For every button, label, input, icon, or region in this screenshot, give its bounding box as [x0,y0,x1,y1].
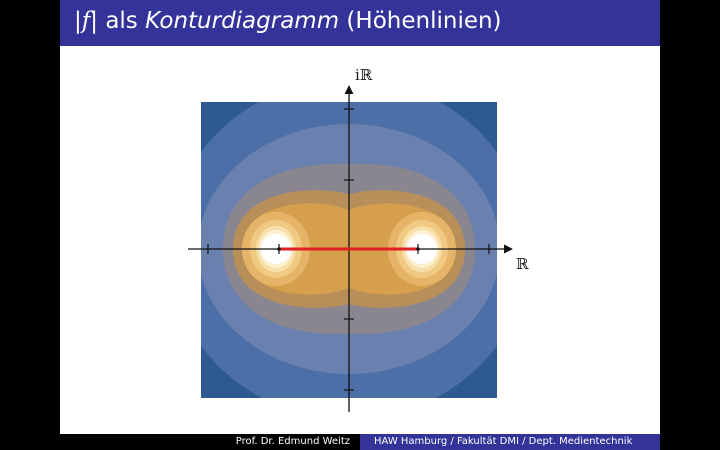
title-function: f [81,8,91,34]
title-middle: | als [90,8,146,34]
slide-title: |f| als Konturdiagramm (Höhenlinien) [74,8,502,34]
real-axis-label: ℝ [516,255,529,273]
footer-affiliation: HAW Hamburg / Fakultät DMI / Dept. Medie… [360,434,660,450]
focus-point-right [416,247,420,251]
footer-author: Prof. Dr. Edmund Weitz [60,434,360,450]
imaginary-axis-label: iℝ [355,66,373,84]
focus-point-left [277,247,281,251]
title-bar: |f| als Konturdiagramm (Höhenlinien) [60,0,660,46]
footer: Prof. Dr. Edmund Weitz HAW Hamburg / Fak… [60,434,660,450]
title-emphasis: Konturdiagramm [145,8,340,34]
title-suffix: (Höhenlinien) [339,8,502,34]
slide: |f| als Konturdiagramm (Höhenlinien) [60,0,660,450]
contour-plot: ℝ iℝ [188,66,529,412]
title-bar-left: | [74,8,82,34]
